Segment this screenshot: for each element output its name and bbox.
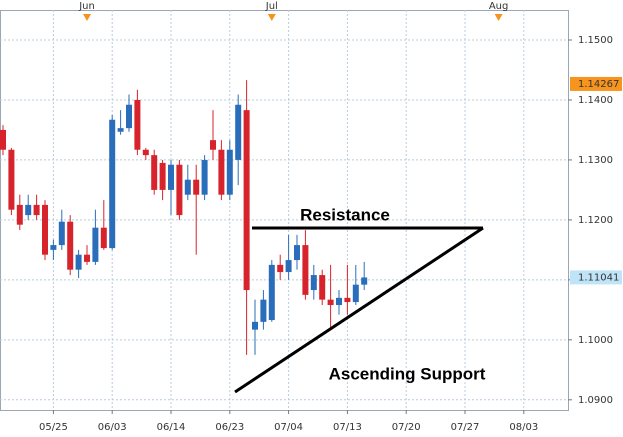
candle-body (260, 299, 267, 322)
candle-body (92, 227, 99, 262)
candle-body (352, 284, 359, 303)
candle-body (344, 297, 351, 303)
y-tick-label: 1.1200 (578, 215, 613, 226)
candle-body (67, 221, 74, 270)
y-tick-label: 1.0900 (578, 395, 613, 406)
month-label: Aug (489, 1, 509, 12)
x-tick-label: 06/14 (157, 422, 186, 433)
candle-body (319, 275, 326, 300)
candle-body (327, 299, 334, 306)
annotation: Ascending Support (329, 364, 486, 383)
candle-body (336, 297, 342, 306)
candle-body (218, 149, 225, 195)
candle-body (159, 162, 166, 190)
support-line (234, 226, 484, 394)
candle-body (42, 204, 48, 255)
candle-body (226, 149, 233, 195)
x-tick-label: 06/03 (98, 422, 127, 433)
x-tick-label: 06/23 (215, 422, 244, 433)
candle-body (134, 99, 141, 150)
candle-body (126, 104, 132, 129)
y-tick-label: 1.1300 (578, 155, 613, 166)
candle-body (243, 110, 250, 291)
candle-body (50, 245, 57, 250)
x-tick-label: 05/25 (39, 422, 68, 433)
x-tick-label: 07/04 (274, 422, 303, 433)
price-marker-label: 1.11041 (578, 272, 619, 283)
x-tick-label: 08/03 (509, 422, 538, 433)
month-label: Jul (265, 1, 278, 12)
candle-body (252, 321, 258, 330)
candle-body (151, 155, 158, 190)
candle-body (33, 204, 40, 216)
candle-body (109, 119, 116, 249)
candle-body (201, 159, 208, 195)
annotation: Resistance (300, 205, 390, 224)
candle-body (168, 164, 174, 190)
x-tick-label: 07/27 (451, 422, 480, 433)
candle-body (176, 164, 183, 216)
candle-body (302, 245, 309, 295)
plot-frame (0, 10, 569, 411)
price-marker-label: 1.14267 (578, 79, 619, 90)
candle-body (277, 264, 284, 273)
candle-body (268, 264, 275, 321)
candle-body (193, 179, 200, 195)
candle-body (100, 227, 107, 249)
candle-body (361, 277, 368, 285)
price-marker (570, 270, 622, 285)
candle-body (210, 140, 216, 150)
candle-body (25, 204, 32, 216)
candle-body (117, 128, 124, 132)
candle-body (16, 204, 23, 225)
month-marker (494, 14, 503, 21)
candle-body (184, 179, 191, 195)
candles (0, 80, 368, 355)
candle-body (0, 129, 6, 150)
y-tick-label: 1.1400 (578, 95, 613, 106)
candle-body (58, 221, 65, 246)
y-tick-label: 1.1000 (578, 335, 613, 346)
candle-body (294, 245, 300, 261)
month-marker (267, 14, 276, 21)
month-marker (83, 14, 91, 21)
candle-body (75, 254, 82, 270)
price-marker (570, 76, 622, 91)
candle-body (310, 275, 317, 291)
candle-body (285, 260, 292, 273)
candle-body (142, 149, 149, 156)
candle-body (8, 149, 15, 210)
x-tick-label: 07/20 (392, 422, 421, 433)
y-tick-label: 1.1500 (578, 35, 613, 46)
x-tick-label: 07/13 (333, 422, 362, 433)
candle-body (235, 104, 242, 160)
month-label: Jun (78, 1, 95, 12)
candle-body (84, 254, 90, 262)
